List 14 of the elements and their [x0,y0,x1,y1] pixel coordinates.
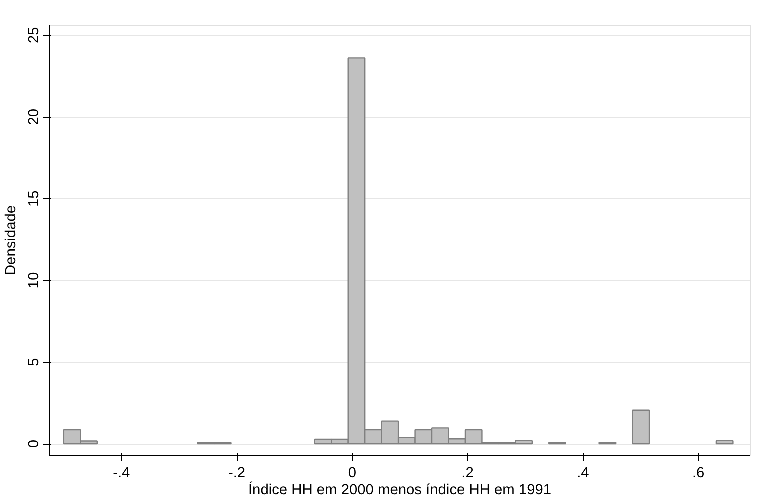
y-axis-title: Densidade [4,205,20,276]
x-tick-label: -.2 [228,466,246,482]
y-tick-label: 10 [26,272,42,289]
x-tick-label: .2 [462,466,474,482]
x-tick-label: .4 [577,466,590,482]
x-tick-label: .6 [692,466,705,482]
y-tick-label: 0 [26,440,42,448]
x-tick-label: -.4 [113,466,130,482]
y-tick-label: 15 [26,190,42,207]
y-tick-label: 20 [26,108,42,126]
y-tick-label: 5 [26,358,42,366]
x-tick-label: 0 [348,466,356,482]
y-tick-label: 25 [26,27,42,44]
x-axis-title: Índice HH em 2000 menos índice HH em 1991 [248,482,552,498]
